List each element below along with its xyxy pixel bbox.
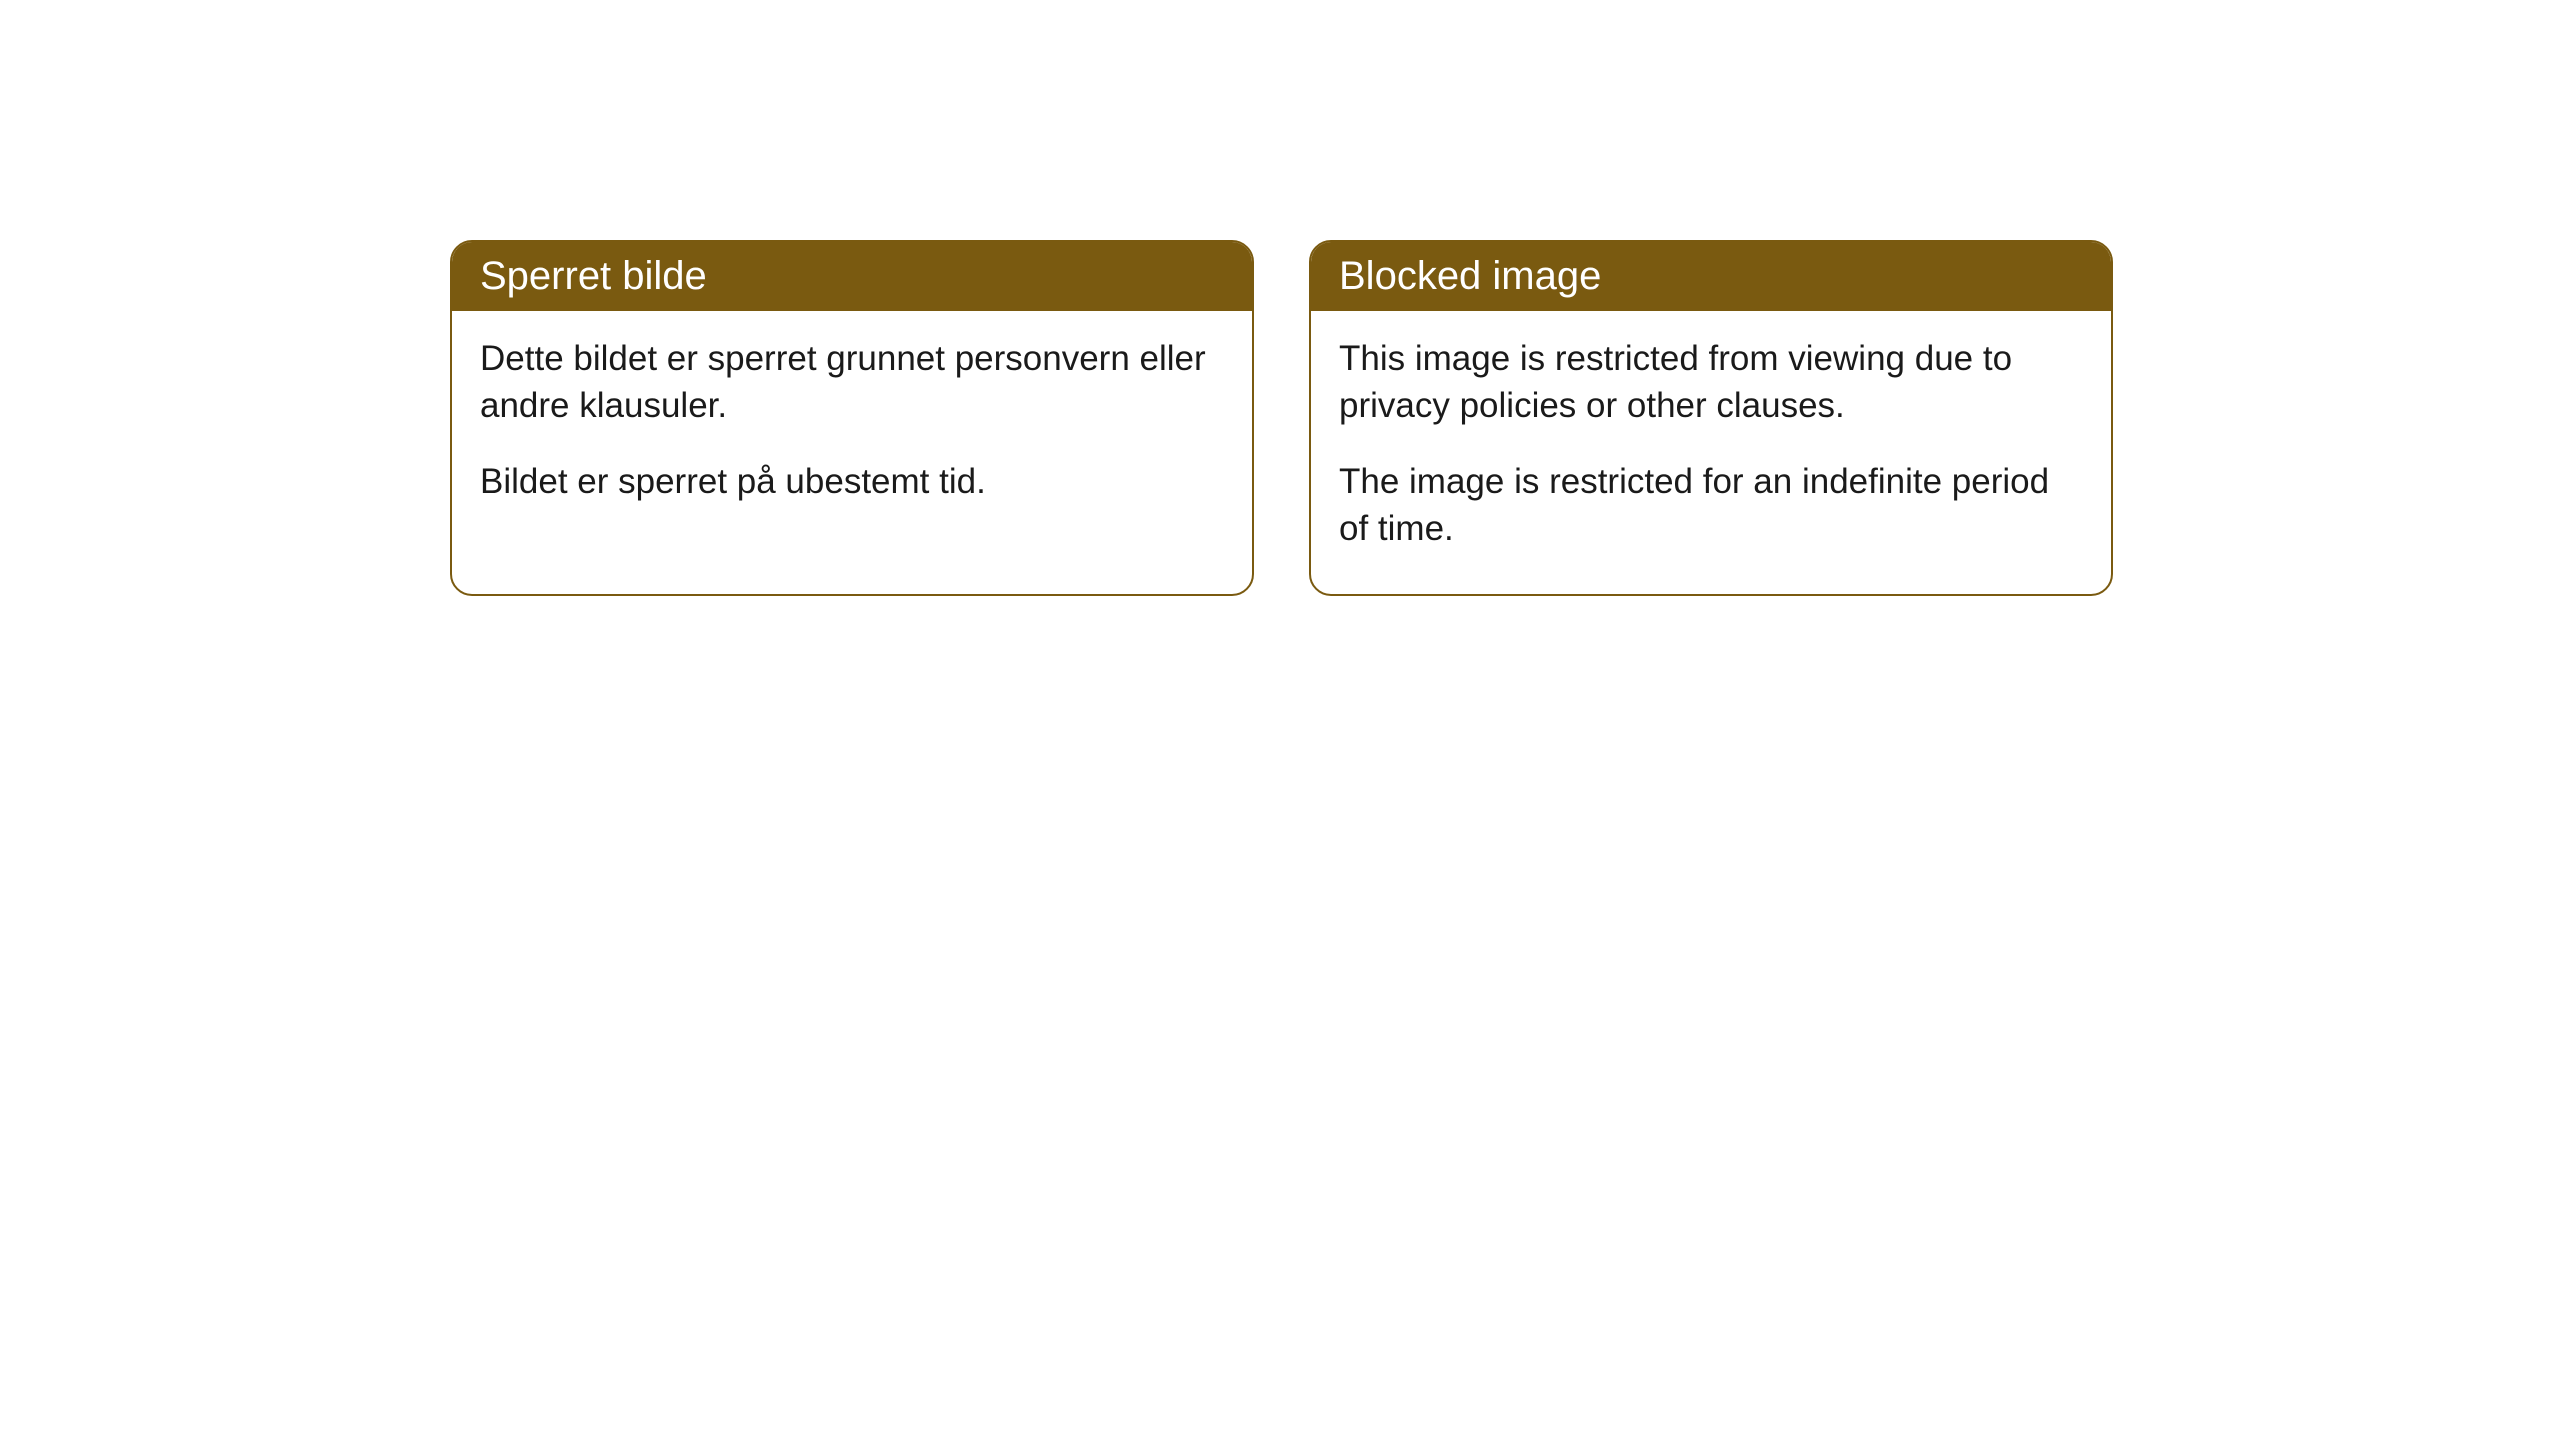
card-paragraph: The image is restricted for an indefinit…	[1339, 458, 2083, 553]
card-header-en: Blocked image	[1311, 242, 2111, 311]
card-title: Sperret bilde	[480, 254, 707, 298]
blocked-image-card-en: Blocked image This image is restricted f…	[1309, 240, 2113, 596]
card-header-no: Sperret bilde	[452, 242, 1252, 311]
card-paragraph: Bildet er sperret på ubestemt tid.	[480, 458, 1224, 505]
card-paragraph: This image is restricted from viewing du…	[1339, 335, 2083, 430]
card-body-no: Dette bildet er sperret grunnet personve…	[452, 311, 1252, 547]
card-title: Blocked image	[1339, 254, 1601, 298]
notice-cards-container: Sperret bilde Dette bildet er sperret gr…	[450, 240, 2113, 596]
card-body-en: This image is restricted from viewing du…	[1311, 311, 2111, 594]
blocked-image-card-no: Sperret bilde Dette bildet er sperret gr…	[450, 240, 1254, 596]
card-paragraph: Dette bildet er sperret grunnet personve…	[480, 335, 1224, 430]
